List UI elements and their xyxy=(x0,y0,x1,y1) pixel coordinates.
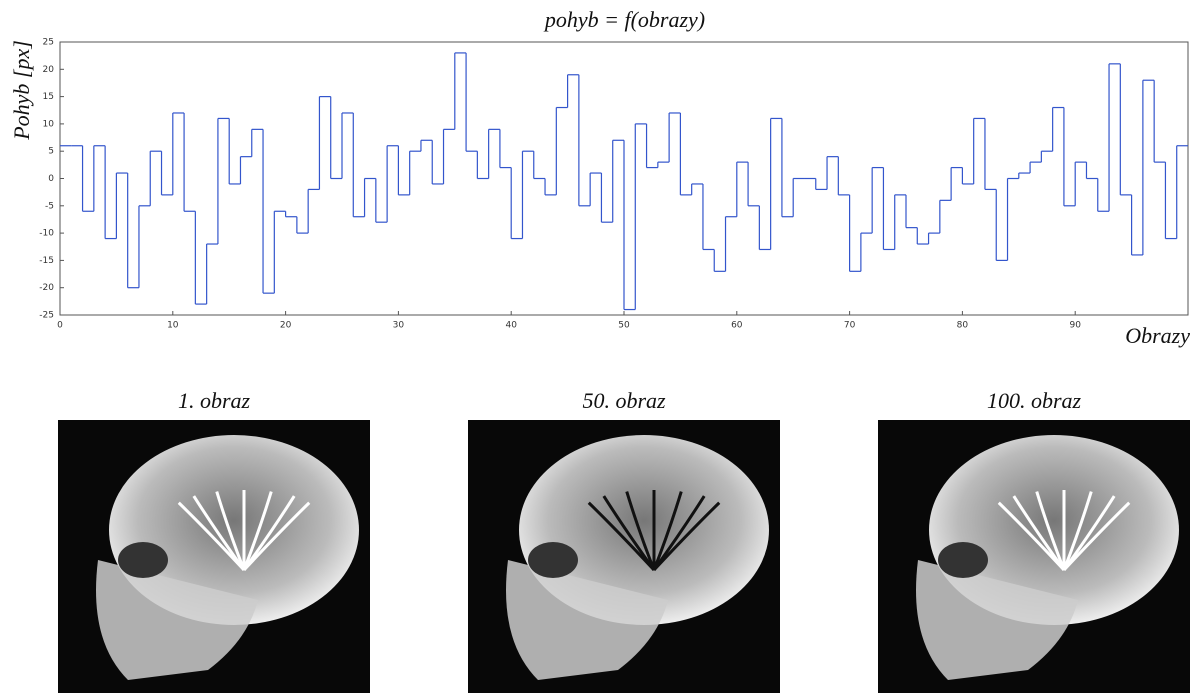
image-panels: 1. obraz 50. obraz 100. obraz xyxy=(58,388,1190,693)
y-tick-label: 10 xyxy=(43,119,55,129)
y-tick-label: -10 xyxy=(39,229,54,239)
y-axis-label: Pohyb [px] xyxy=(9,40,34,141)
x-tick-label: 0 xyxy=(57,321,63,331)
y-tick-label: 20 xyxy=(43,65,55,75)
x-tick-label: 70 xyxy=(844,321,856,331)
figure: pohyb = f(obrazy) Pohyb [px] Obrazy 1. o… xyxy=(0,0,1200,693)
x-axis-label: Obrazy xyxy=(1125,323,1190,348)
skull-orbit xyxy=(528,542,578,578)
x-tick-label: 50 xyxy=(618,321,630,331)
y-tick-label: -5 xyxy=(45,201,54,211)
panel-caption: 50. obraz xyxy=(582,388,666,413)
panel-caption: 100. obraz xyxy=(987,388,1082,413)
x-tick-label: 90 xyxy=(1069,321,1081,331)
x-tick-label: 60 xyxy=(731,321,743,331)
skull-orbit xyxy=(938,542,988,578)
y-tick-label: 0 xyxy=(48,174,54,184)
x-tick-label: 10 xyxy=(167,321,179,331)
panel-caption: 1. obraz xyxy=(178,388,251,413)
chart-title: pohyb = f(obrazy) xyxy=(543,7,705,32)
y-tick-label: 5 xyxy=(48,147,54,157)
y-tick-label: -20 xyxy=(39,283,54,293)
y-tick-label: -25 xyxy=(39,311,54,321)
x-tick-label: 30 xyxy=(393,321,405,331)
skull-orbit xyxy=(118,542,168,578)
x-tick-label: 40 xyxy=(505,321,517,331)
x-tick-label: 80 xyxy=(957,321,969,331)
y-tick-label: 15 xyxy=(43,92,54,102)
y-tick-label: 25 xyxy=(43,38,54,48)
y-tick-label: -15 xyxy=(39,256,54,266)
x-tick-label: 20 xyxy=(280,321,292,331)
